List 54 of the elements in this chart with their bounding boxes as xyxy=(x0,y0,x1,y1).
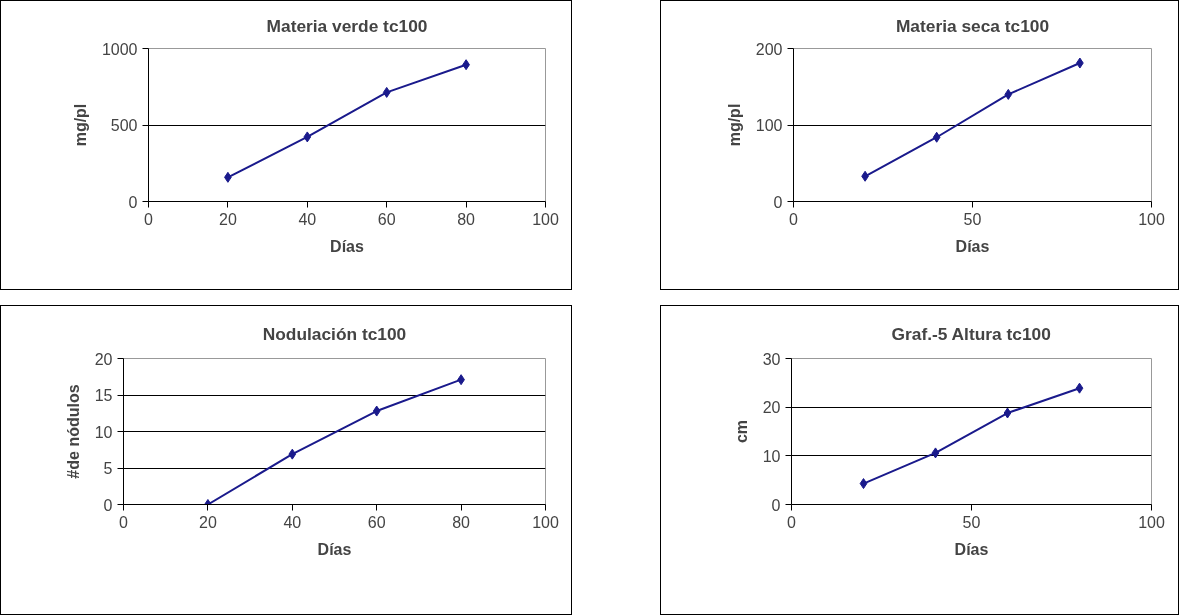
x-tick-label: 60 xyxy=(367,513,386,531)
chart-title: Materia seca tc100 xyxy=(895,16,1050,36)
x-tick-label: 50 xyxy=(962,513,981,531)
x-tick-label: 50 xyxy=(963,210,982,228)
x-axis-title: Días xyxy=(955,237,990,255)
x-tick-label: 100 xyxy=(532,210,559,228)
y-tick-label: 10 xyxy=(94,423,113,441)
y-tick-label: 0 xyxy=(771,496,781,514)
point xyxy=(1004,88,1013,100)
point xyxy=(288,448,297,460)
y-tick-label: 500 xyxy=(110,117,138,134)
y-tick-label: 15 xyxy=(94,387,113,404)
y-tick-label: 200 xyxy=(755,40,783,58)
y-axis-title: mg/pl xyxy=(725,103,743,147)
y-tick-label: 5 xyxy=(103,460,113,477)
y-axis-title: mg/pl xyxy=(71,103,89,147)
x-tick-label: 100 xyxy=(532,513,559,531)
x-tick-label: 60 xyxy=(377,210,396,228)
point xyxy=(859,478,868,490)
point xyxy=(1075,382,1084,394)
x-tick-label: 100 xyxy=(1138,513,1165,531)
x-axis-title: Días xyxy=(330,237,364,255)
x-axis-title: Días xyxy=(317,540,352,558)
chart-title: Graf.-5 Altura tc100 xyxy=(891,323,1051,344)
point xyxy=(932,131,941,143)
chart-title: Materia verde tc100 xyxy=(266,16,428,36)
point xyxy=(303,131,312,143)
y-tick-label: 30 xyxy=(762,350,781,368)
x-tick-label: 0 xyxy=(789,210,799,228)
x-tick-label: 40 xyxy=(283,513,302,531)
x-tick-label: 20 xyxy=(199,513,217,531)
x-tick-label: 80 xyxy=(452,513,471,531)
x-tick-label: 100 xyxy=(1138,210,1165,228)
y-tick-label: 10 xyxy=(762,447,781,465)
y-tick-label: 20 xyxy=(94,350,113,368)
y-tick-label: 1000 xyxy=(101,40,138,58)
point xyxy=(931,447,940,459)
y-axis-title: #de nódulos xyxy=(64,384,82,479)
x-tick-label: 80 xyxy=(457,210,476,228)
x-tick-label: 0 xyxy=(144,210,154,228)
y-tick-label: 100 xyxy=(755,117,783,134)
y-tick-label: 0 xyxy=(128,193,138,211)
x-tick-label: 20 xyxy=(219,210,237,228)
y-tick-label: 20 xyxy=(762,399,781,417)
y-axis-title: cm xyxy=(732,419,750,444)
chart-title: Nodulación tc100 xyxy=(262,323,407,344)
x-axis-title: Días xyxy=(954,540,989,558)
y-tick-label: 0 xyxy=(773,193,783,211)
point xyxy=(372,405,381,417)
x-tick-label: 0 xyxy=(787,513,797,531)
x-tick-label: 40 xyxy=(298,210,317,228)
point xyxy=(382,86,391,98)
point xyxy=(1003,407,1012,419)
y-tick-label: 0 xyxy=(103,496,113,514)
